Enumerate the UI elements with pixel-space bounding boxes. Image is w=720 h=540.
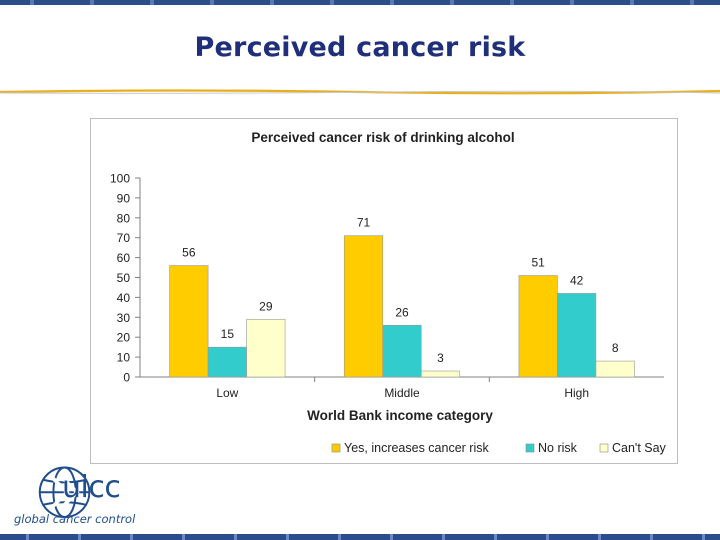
y-tick-label: 0 <box>123 371 130 385</box>
data-label: 8 <box>612 341 619 355</box>
data-label: 42 <box>570 273 584 287</box>
y-tick-label: 40 <box>117 291 131 305</box>
y-tick-label: 60 <box>117 251 131 265</box>
slide-title: Perceived cancer risk <box>194 32 526 63</box>
chart-title: Perceived cancer risk of drinking alcoho… <box>251 130 514 145</box>
y-tick-label: 100 <box>110 172 130 186</box>
x-tick-label: High <box>564 386 589 400</box>
legend-entry: Can't Say <box>612 441 667 455</box>
bar <box>246 318 286 378</box>
y-tick-label: 20 <box>117 331 131 345</box>
x-tick-label: Low <box>216 386 238 400</box>
chart-tick-labels: 0 10 20 30 40 50 60 70 80 90 100 56 15 29 Low 71 26 3 Midd… <box>110 172 619 401</box>
bar <box>382 324 422 378</box>
chart-bars <box>169 235 635 378</box>
y-tick-label: 30 <box>117 311 131 325</box>
legend-entry: No risk <box>538 441 578 455</box>
chart-legend: Yes, increases cancer risk No risk Can't S… <box>331 441 667 455</box>
y-tick-label: 90 <box>117 191 131 205</box>
bar <box>420 370 461 378</box>
x-axis-label: World Bank income category <box>307 408 493 423</box>
uicc-logo-icon <box>38 466 91 519</box>
bottom-border <box>0 534 720 540</box>
top-border <box>0 0 720 5</box>
y-tick-label: 80 <box>117 211 131 225</box>
bar <box>343 235 384 378</box>
bar <box>557 293 597 378</box>
data-label: 71 <box>357 216 371 230</box>
legend-swatch <box>331 443 341 453</box>
logo-wordmark: uicc <box>62 470 121 505</box>
y-tick-label: 50 <box>117 271 131 285</box>
title-rule <box>0 89 720 95</box>
x-tick-label: Middle <box>384 386 420 400</box>
legend-swatch <box>599 443 609 453</box>
data-label: 29 <box>259 299 273 313</box>
data-label: 26 <box>395 305 409 319</box>
bar <box>595 360 635 378</box>
data-label: 51 <box>531 256 545 270</box>
y-tick-label: 10 <box>117 351 131 365</box>
bar <box>169 265 209 378</box>
legend-swatch <box>525 443 535 453</box>
data-label: 15 <box>221 327 235 341</box>
logo-tagline: global cancer control <box>14 512 136 526</box>
data-label: 56 <box>182 246 196 260</box>
data-label: 3 <box>437 351 444 365</box>
bar <box>207 346 247 378</box>
legend-entry: Yes, increases cancer risk <box>344 441 489 455</box>
bar <box>518 275 558 378</box>
bar-chart: Perceived cancer risk of drinking alcoho… <box>110 130 667 455</box>
y-tick-label: 70 <box>117 231 131 245</box>
